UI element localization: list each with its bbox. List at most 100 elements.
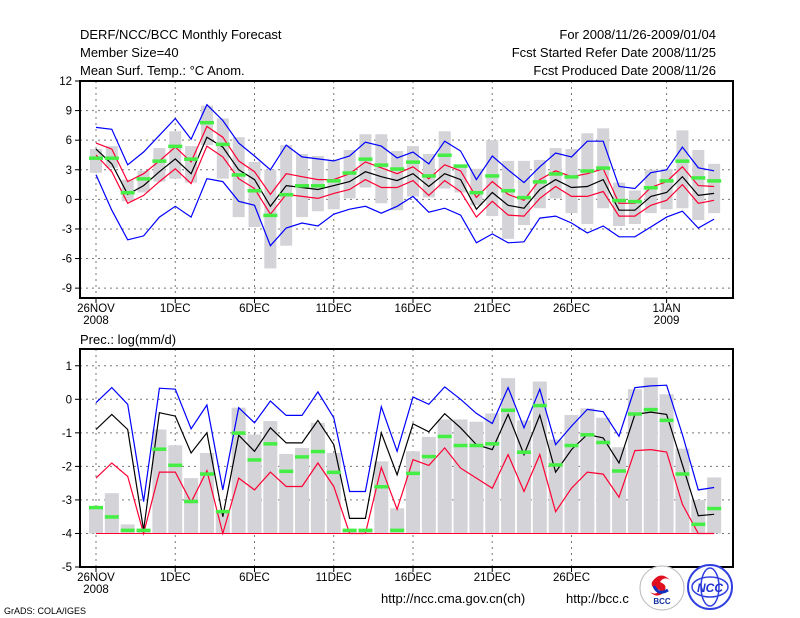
x-tick-label: 26DEC (553, 303, 590, 315)
marker (295, 455, 310, 459)
precip-bar (89, 508, 103, 534)
marker (453, 443, 468, 448)
marker (612, 198, 627, 203)
marker (643, 186, 658, 190)
marker (691, 522, 706, 527)
lower-spread-line (95, 446, 715, 536)
marker (532, 180, 547, 184)
ensemble-box (644, 169, 657, 214)
marker (358, 528, 373, 533)
bcc-logo-text: BCC (653, 597, 671, 606)
ensemble-box (470, 168, 483, 206)
x-tick-label: 26DEC (553, 572, 590, 584)
x-tick-label: 1JAN (653, 303, 681, 315)
marker (564, 443, 579, 448)
precip-bar (627, 389, 642, 534)
marker (469, 190, 484, 195)
precip-bar (612, 447, 627, 534)
y-tick-label: -5 (62, 562, 72, 574)
x-tick-label: 21DEC (474, 303, 511, 315)
marker (326, 179, 341, 183)
marker (263, 442, 278, 446)
marker (120, 528, 135, 533)
precip-bar (580, 408, 595, 534)
ncc-logo: NCC (687, 564, 733, 610)
marker (548, 172, 563, 176)
precip-bar (421, 436, 436, 534)
marker (421, 174, 436, 178)
ensemble-box (565, 149, 578, 214)
marker (437, 153, 452, 157)
ensemble-box (613, 182, 626, 226)
y-tick-label: 9 (66, 106, 72, 118)
precip-bar (168, 445, 183, 534)
marker (596, 440, 611, 445)
bcc-url[interactable]: http://bcc.c (566, 591, 629, 606)
marker (168, 144, 183, 149)
precip-bar (675, 448, 690, 534)
marker (580, 433, 595, 437)
x-tick-label: 26NOV (77, 572, 115, 584)
bcc-logo: BCC (639, 565, 685, 611)
marker (342, 171, 357, 175)
member-size: Member Size=40 (80, 45, 179, 60)
precip-bar (104, 493, 119, 534)
precip-bar (279, 453, 294, 534)
x-tick-label: 16DEC (394, 303, 431, 315)
ensemble-mean-line (95, 136, 715, 211)
marker (501, 188, 516, 193)
marker (247, 188, 262, 193)
x-tick-label: 26NOV (77, 303, 115, 315)
y-tick-label: 0 (66, 194, 72, 206)
marker (326, 470, 341, 475)
x-tick-label: 11DEC (316, 303, 352, 315)
precip-bar (184, 478, 199, 534)
marker (136, 177, 151, 181)
fcst-produced-date: Fcst Produced Date 2008/11/26 (533, 63, 716, 78)
precip-bar (707, 477, 722, 534)
marker (374, 485, 389, 489)
ncc-url[interactable]: http://ncc.cma.gov.cn(ch) (381, 591, 525, 606)
precip-bar (437, 419, 452, 534)
precip-bar (215, 509, 230, 534)
ensemble-box (581, 133, 594, 225)
marker (342, 528, 357, 533)
marker (247, 458, 262, 462)
marker (659, 418, 674, 423)
ensemble-box (232, 137, 245, 218)
x-tick-label: 11DEC (316, 572, 352, 584)
marker (485, 442, 500, 446)
marker (152, 447, 167, 451)
fcst-started-date: Fcst Started Refer Date 2008/11/25 (512, 45, 716, 60)
marker (104, 515, 119, 519)
y-tick-label: 3 (66, 165, 72, 177)
marker (501, 408, 516, 413)
marker (421, 454, 436, 459)
precip-bar (532, 381, 547, 534)
marker (89, 505, 103, 510)
ensemble-box (517, 160, 530, 226)
ensemble-box (121, 179, 134, 202)
ensemble-box (311, 155, 324, 212)
x-tick-label: 16DEC (394, 572, 431, 584)
marker (612, 469, 627, 473)
marker (231, 173, 246, 177)
x-tick-label: 1DEC (160, 572, 191, 584)
precip-bar (152, 429, 167, 534)
y-tick-label: 1 (66, 361, 72, 373)
min-line (95, 174, 715, 247)
y-tick-label: -1 (62, 428, 72, 440)
precip-panel-title: Prec.: log(mm/d) (80, 332, 176, 347)
precip-bar (643, 377, 658, 534)
marker (199, 472, 214, 476)
marker (215, 142, 230, 147)
forecast-period: For 2008/11/26-2009/01/04 (559, 27, 716, 42)
marker (231, 431, 246, 435)
ensemble-box (90, 149, 102, 173)
y-tick-label: 0 (66, 394, 72, 406)
y-tick-label: 12 (59, 76, 72, 88)
precip-bar (310, 422, 325, 534)
y-tick-label: -6 (62, 254, 72, 266)
